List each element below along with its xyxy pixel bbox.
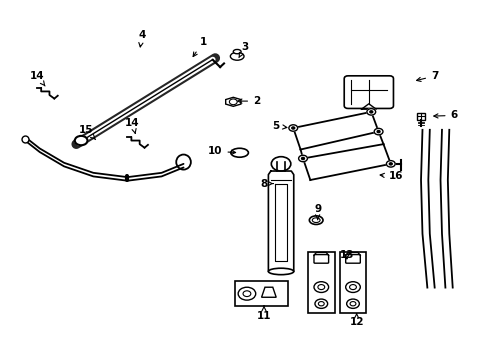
- Circle shape: [298, 155, 307, 162]
- Text: 13: 13: [339, 250, 353, 260]
- Text: 2: 2: [237, 96, 260, 106]
- Ellipse shape: [233, 49, 241, 54]
- Text: 4: 4: [138, 30, 145, 47]
- Text: 14: 14: [30, 71, 45, 86]
- Ellipse shape: [230, 52, 244, 60]
- Circle shape: [291, 127, 294, 129]
- Circle shape: [386, 161, 394, 167]
- Text: 11: 11: [256, 306, 271, 321]
- Bar: [234, 281, 288, 306]
- Text: 9: 9: [313, 204, 321, 219]
- FancyBboxPatch shape: [344, 76, 393, 108]
- Text: 6: 6: [433, 111, 457, 121]
- Ellipse shape: [230, 148, 248, 157]
- Text: 8: 8: [260, 179, 273, 189]
- Text: 14: 14: [125, 118, 140, 134]
- Circle shape: [366, 109, 375, 115]
- Polygon shape: [225, 97, 241, 106]
- Circle shape: [376, 131, 379, 133]
- Text: 5: 5: [272, 121, 286, 131]
- Text: 1: 1: [193, 37, 206, 57]
- Text: 15: 15: [79, 125, 95, 140]
- Circle shape: [288, 125, 297, 131]
- Polygon shape: [275, 184, 286, 261]
- Bar: [416, 113, 424, 120]
- Circle shape: [238, 287, 255, 300]
- Circle shape: [271, 157, 290, 171]
- Text: 3: 3: [239, 42, 247, 58]
- Circle shape: [75, 136, 87, 145]
- Bar: [307, 252, 334, 313]
- Text: 16: 16: [379, 171, 402, 181]
- Text: 7: 7: [416, 71, 437, 81]
- Circle shape: [346, 299, 359, 309]
- Ellipse shape: [268, 268, 293, 275]
- Polygon shape: [261, 287, 276, 297]
- Circle shape: [313, 282, 328, 292]
- Text: 10: 10: [207, 146, 235, 156]
- Ellipse shape: [309, 216, 323, 225]
- Circle shape: [369, 111, 372, 113]
- Polygon shape: [268, 171, 293, 271]
- Circle shape: [373, 129, 382, 135]
- Text: 12: 12: [349, 314, 363, 327]
- Circle shape: [301, 157, 304, 159]
- Circle shape: [388, 163, 391, 165]
- Circle shape: [314, 299, 327, 309]
- Bar: [339, 252, 366, 313]
- Circle shape: [345, 282, 360, 292]
